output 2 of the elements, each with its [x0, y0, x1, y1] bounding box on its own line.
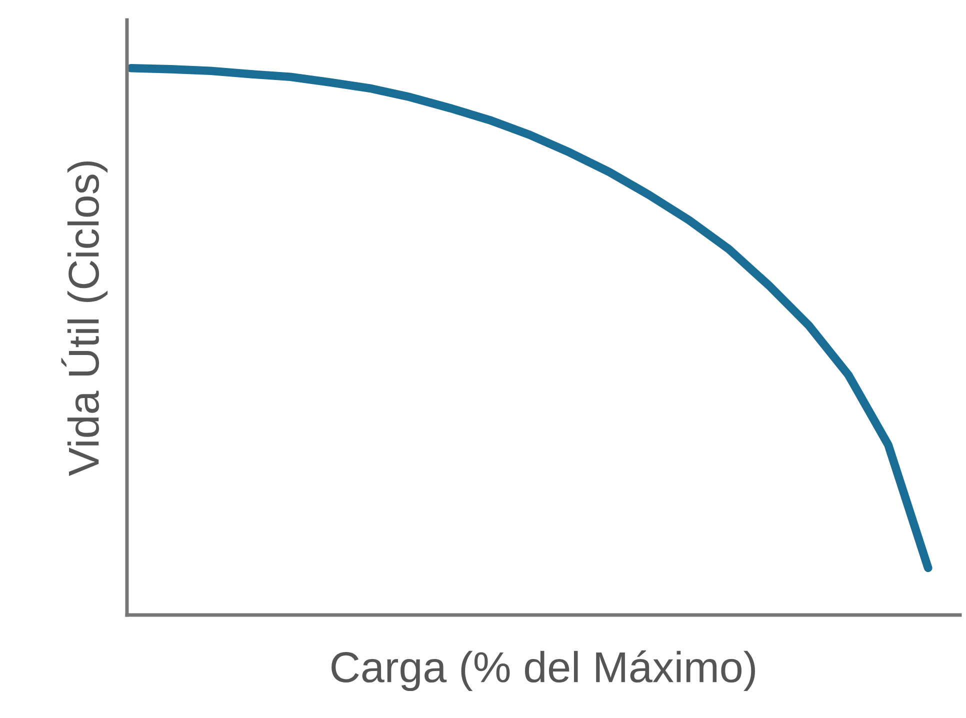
x-axis-title: Carga (% del Máximo) — [332, 650, 755, 692]
y-axis-title: Vida Útil (Ciclos) — [61, 161, 108, 476]
